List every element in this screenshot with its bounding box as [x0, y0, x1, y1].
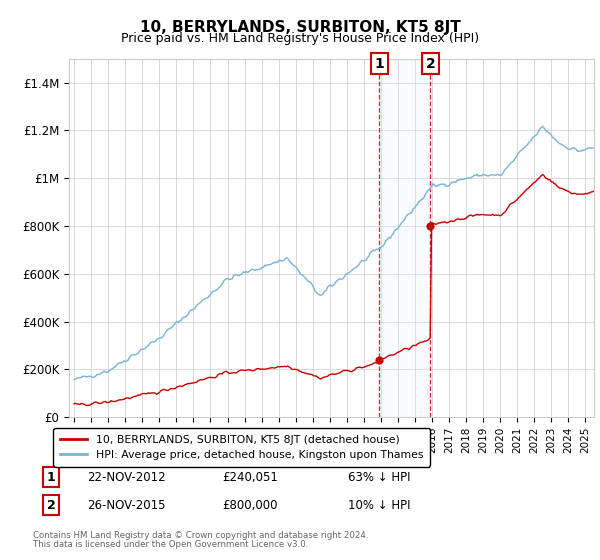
Legend: 10, BERRYLANDS, SURBITON, KT5 8JT (detached house), HPI: Average price, detached: 10, BERRYLANDS, SURBITON, KT5 8JT (detac… [53, 428, 430, 466]
Text: £800,000: £800,000 [222, 498, 277, 512]
Bar [379, 59, 430, 417]
Text: 2: 2 [425, 57, 435, 71]
Text: £240,051: £240,051 [222, 470, 278, 484]
Text: Contains HM Land Registry data © Crown copyright and database right 2024.: Contains HM Land Registry data © Crown c… [33, 531, 368, 540]
Text: 10, BERRYLANDS, SURBITON, KT5 8JT: 10, BERRYLANDS, SURBITON, KT5 8JT [140, 20, 460, 35]
Text: This data is licensed under the Open Government Licence v3.0.: This data is licensed under the Open Gov… [33, 540, 308, 549]
Text: 2: 2 [47, 498, 55, 512]
Text: 22-NOV-2012: 22-NOV-2012 [87, 470, 166, 484]
Text: 1: 1 [47, 470, 55, 484]
Text: Price paid vs. HM Land Registry's House Price Index (HPI): Price paid vs. HM Land Registry's House … [121, 32, 479, 45]
Text: 26-NOV-2015: 26-NOV-2015 [87, 498, 166, 512]
Point [374, 356, 384, 365]
Text: 10% ↓ HPI: 10% ↓ HPI [348, 498, 410, 512]
Point [425, 222, 435, 231]
Text: 63% ↓ HPI: 63% ↓ HPI [348, 470, 410, 484]
Text: 1: 1 [374, 57, 384, 71]
